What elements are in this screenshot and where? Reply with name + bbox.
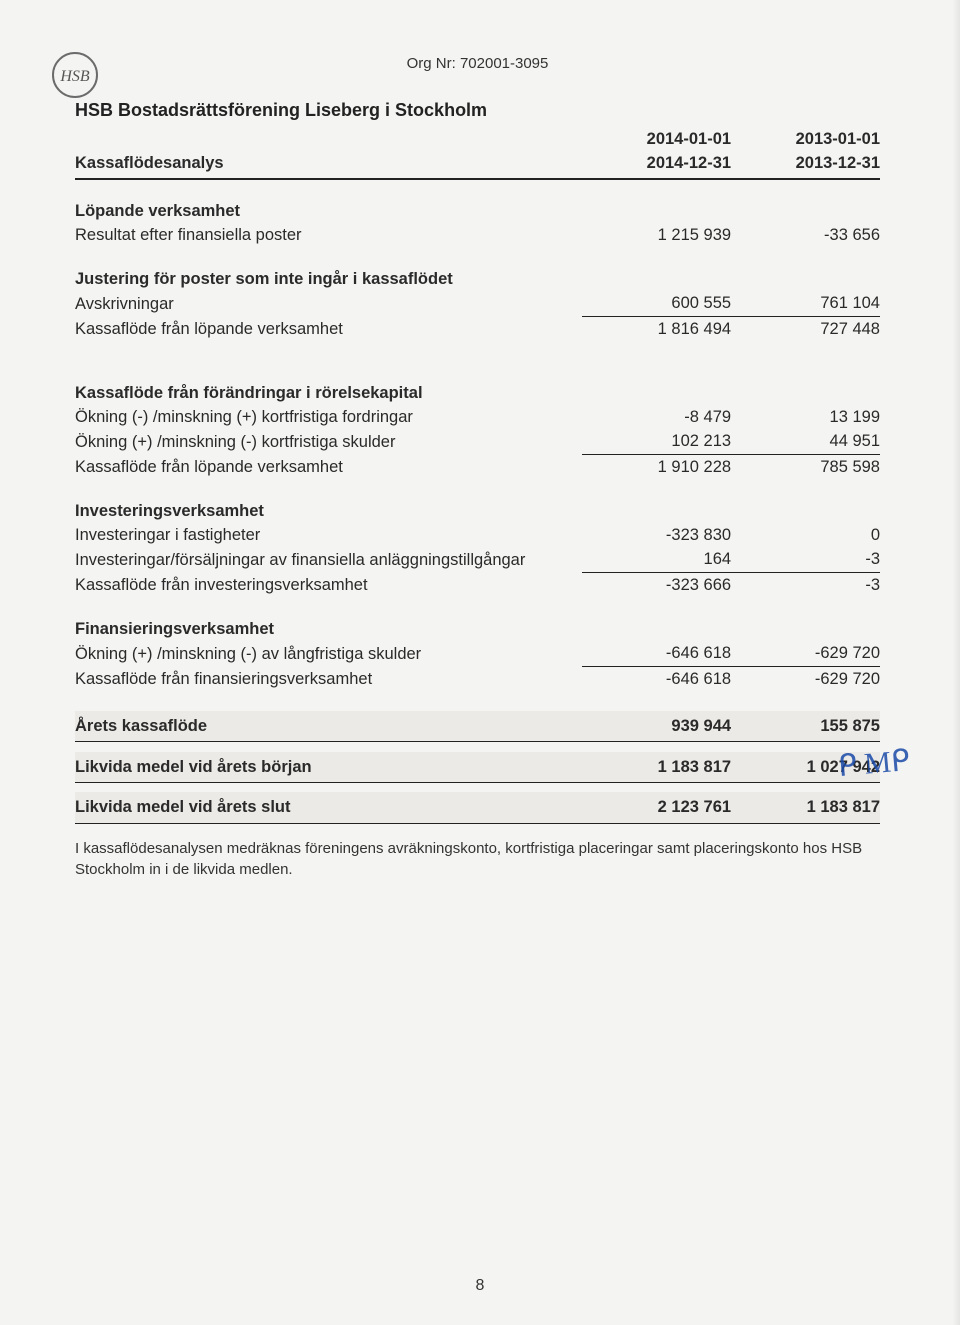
value-c2: 761 104 [731, 291, 880, 316]
table-row: Investeringar i fastigheter -323 830 0 [75, 523, 880, 547]
row-label: Ökning (-) /minskning (+) kortfristiga f… [75, 405, 582, 429]
row-label: Kassaflöde från löpande verksamhet [75, 316, 582, 341]
value-c2: 785 598 [731, 454, 880, 479]
signature-initials: ᑭ Mᑭ [837, 747, 911, 780]
section-heading: Kassaflöde från förändringar i rörelseka… [75, 381, 582, 405]
value-c1: -646 618 [582, 641, 731, 666]
value-c2: 13 199 [731, 405, 880, 429]
value-c1: 1 183 817 [582, 752, 731, 783]
scan-edge-shadow [952, 0, 960, 1325]
svg-text:HSB: HSB [59, 68, 90, 85]
footnote-text: I kassaflödesanalysen medräknas förening… [75, 838, 880, 880]
table-row: Likvida medel vid årets slut 2 123 761 1… [75, 792, 880, 823]
table-row: Investeringsverksamhet [75, 499, 880, 523]
org-number: Org Nr: 702001-3095 [75, 55, 880, 72]
value-c1: -646 618 [582, 666, 731, 691]
entity-name: HSB Bostadsrättsförening Liseberg i Stoc… [75, 100, 880, 121]
value-c2: 44 951 [731, 429, 880, 454]
row-label: Likvida medel vid årets slut [75, 792, 582, 823]
value-c1: -8 479 [582, 405, 731, 429]
table-row: Ökning (+) /minskning (-) av långfristig… [75, 641, 880, 666]
value-c1: 600 555 [582, 291, 731, 316]
value-c1: 1 910 228 [582, 454, 731, 479]
report-title: Kassaflödesanalys [75, 154, 224, 172]
value-c2: -629 720 [731, 666, 880, 691]
row-label: Investeringar i fastigheter [75, 523, 582, 547]
value-c1: 1 215 939 [582, 223, 731, 247]
col1-bot: 2014-12-31 [647, 154, 731, 172]
table-row: Kassaflöde från finansieringsverksamhet … [75, 666, 880, 691]
table-row: Investeringar/försäljningar av finansiel… [75, 547, 880, 572]
row-label: Ökning (+) /minskning (-) kortfristiga s… [75, 429, 582, 454]
table-row: Ökning (+) /minskning (-) kortfristiga s… [75, 429, 880, 454]
col2-bot: 2013-12-31 [796, 154, 880, 172]
row-label: Resultat efter finansiella poster [75, 223, 582, 247]
row-label: Likvida medel vid årets början [75, 752, 582, 783]
table-row: Finansieringsverksamhet [75, 617, 880, 641]
row-label: Investeringar/försäljningar av finansiel… [75, 547, 582, 572]
col2-top: 2013-01-01 [796, 130, 880, 148]
cashflow-table: Kassaflödesanalys 2014-01-01 2013-01-01 … [75, 127, 880, 824]
value-c2: 1 183 817 [731, 792, 880, 823]
value-c1: -323 666 [582, 572, 731, 597]
value-c1: 1 816 494 [582, 316, 731, 341]
col1-top: 2014-01-01 [647, 130, 731, 148]
value-c2: 727 448 [731, 316, 880, 341]
table-row: Kassaflöde från löpande verksamhet 1 910… [75, 454, 880, 479]
table-row: Kassaflödesanalys 2014-01-01 2013-01-01 [75, 127, 880, 151]
value-c1: 164 [582, 547, 731, 572]
table-row: Resultat efter finansiella poster 1 215 … [75, 223, 880, 247]
row-label: Kassaflöde från finansieringsverksamhet [75, 666, 582, 691]
table-row: Likvida medel vid årets början 1 183 817… [75, 752, 880, 783]
row-label: Kassaflöde från löpande verksamhet [75, 454, 582, 479]
row-label: Ökning (+) /minskning (-) av långfristig… [75, 641, 582, 666]
value-c1: 939 944 [582, 711, 731, 742]
section-heading: Finansieringsverksamhet [75, 617, 582, 641]
value-c2: -3 [731, 572, 880, 597]
row-label: Årets kassaflöde [75, 711, 582, 742]
value-c1: 102 213 [582, 429, 731, 454]
row-label: Avskrivningar [75, 291, 582, 316]
table-row: Årets kassaflöde 939 944 155 875 [75, 711, 880, 742]
value-c2: 0 [731, 523, 880, 547]
page-header: HSB Org Nr: 702001-3095 HSB Bostadsrätts… [75, 55, 880, 121]
section-heading: Investeringsverksamhet [75, 499, 582, 523]
hsb-logo-icon: HSB [50, 50, 100, 100]
value-c2: -629 720 [731, 641, 880, 666]
value-c1: 2 123 761 [582, 792, 731, 823]
value-c2: 155 875 [731, 711, 880, 742]
value-c1: -323 830 [582, 523, 731, 547]
page-number: 8 [0, 1277, 960, 1295]
value-c2: -3 [731, 547, 880, 572]
table-row: Kassaflöde från förändringar i rörelseka… [75, 381, 880, 405]
row-label: Kassaflöde från investeringsverksamhet [75, 572, 582, 597]
table-row: Kassaflöde från investeringsverksamhet -… [75, 572, 880, 597]
value-c2: -33 656 [731, 223, 880, 247]
table-row: Löpande verksamhet [75, 199, 880, 223]
section-heading: Justering för poster som inte ingår i ka… [75, 267, 582, 291]
table-row: Avskrivningar 600 555 761 104 [75, 291, 880, 316]
section-heading: Löpande verksamhet [75, 199, 582, 223]
table-row: Ökning (-) /minskning (+) kortfristiga f… [75, 405, 880, 429]
table-row: Kassaflöde från löpande verksamhet 1 816… [75, 316, 880, 341]
table-row: Justering för poster som inte ingår i ka… [75, 267, 880, 291]
